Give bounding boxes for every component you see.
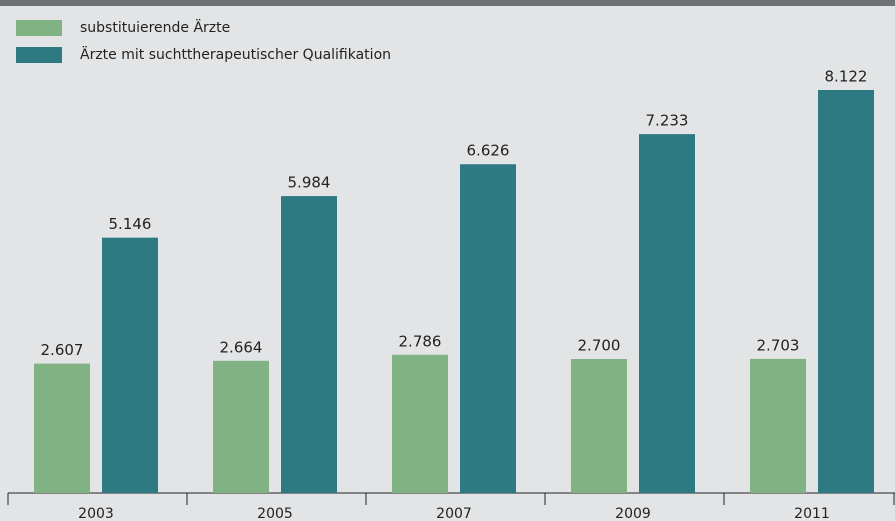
bar xyxy=(460,164,516,493)
title-band xyxy=(0,0,895,6)
bar xyxy=(102,237,158,493)
bar xyxy=(750,358,806,493)
bar xyxy=(281,196,337,493)
legend-swatch xyxy=(16,20,62,36)
x-tick-label: 2011 xyxy=(794,506,830,521)
legend-swatch xyxy=(16,47,62,63)
x-tick-label: 2009 xyxy=(615,506,651,521)
bar xyxy=(213,360,269,493)
value-label: 8.122 xyxy=(825,67,868,85)
x-tick-label: 2005 xyxy=(257,506,293,521)
bar xyxy=(34,363,90,493)
legend-label: Ärzte mit suchttherapeutischer Qualifika… xyxy=(80,45,391,63)
value-label: 5.984 xyxy=(288,174,331,192)
bar xyxy=(392,354,448,493)
bar xyxy=(571,359,627,493)
x-tick-label: 2003 xyxy=(78,506,114,521)
value-label: 2.700 xyxy=(578,337,621,355)
value-label: 2.786 xyxy=(399,332,442,350)
x-tick-label: 2007 xyxy=(436,506,472,521)
legend-label: substituierende Ärzte xyxy=(80,18,230,36)
value-label: 2.664 xyxy=(220,338,263,356)
value-label: 5.146 xyxy=(109,215,152,233)
bar xyxy=(639,134,695,493)
value-label: 6.626 xyxy=(467,142,510,160)
value-label: 2.703 xyxy=(757,336,800,354)
bar xyxy=(818,89,874,493)
value-label: 2.607 xyxy=(41,341,84,359)
value-label: 7.233 xyxy=(646,112,689,130)
